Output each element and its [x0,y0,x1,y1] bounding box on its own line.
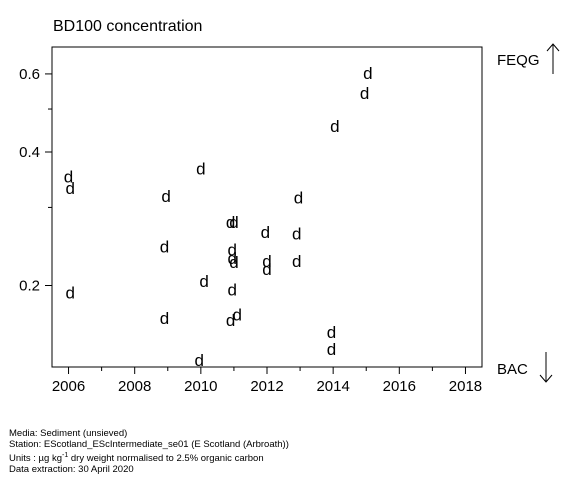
data-point: d [229,213,238,232]
data-point: d [226,311,235,330]
footer-notes: Media: Sediment (unsieved) Station: ESco… [9,428,289,475]
data-point: d [228,280,237,299]
data-point: d [232,306,241,325]
data-point: d [160,309,169,328]
footer-units-prefix: Units : µg kg [9,453,62,465]
data-point: d [363,64,372,83]
data-point: d [228,241,237,260]
x-tick-label: 2010 [184,378,217,395]
data-point: d [330,117,339,136]
data-point: d [65,179,74,198]
x-tick-label: 2012 [250,378,283,395]
footer-units: Units : µg kg-1 dry weight normalised to… [9,450,289,464]
data-point: d [294,188,303,207]
x-tick-label: 2008 [118,378,151,395]
feqg-arrow-icon [546,43,560,74]
footer-station: Station: EScotland_EScIntermediate_se01 … [9,439,289,450]
y-axis: 0.2 0.4 0.6 [19,66,52,295]
bac-arrow-icon [539,352,553,383]
chart-title: BD100 concentration [53,18,203,35]
data-point: d [196,160,205,179]
data-point: d [161,187,170,206]
x-tick-label: 2014 [316,378,349,395]
x-tick-label: 2016 [383,378,416,395]
data-point: d [262,260,271,279]
footer-units-suffix: dry weight normalised to 2.5% organic ca… [68,453,264,465]
data-point: d [228,249,237,268]
data-point: d [360,84,369,103]
data-point: d [199,272,208,291]
data-point: d [292,225,301,244]
data-point: d [226,213,235,232]
y-tick-label: 0.4 [19,144,40,161]
data-point: d [261,223,270,242]
y-tick-label: 0.2 [19,278,40,295]
y-tick-label: 0.6 [19,66,40,83]
bac-label: BAC [497,361,528,378]
x-tick-label: 2006 [52,378,85,395]
footer-media: Media: Sediment (unsieved) [9,428,128,439]
data-point: d [327,323,336,342]
x-tick-label: 2018 [449,378,482,395]
feqg-label: FEQG [497,52,540,69]
data-point: d [229,253,238,272]
data-point: d [262,252,271,271]
data-point: d [292,252,301,271]
footer-units-sup: -1 [62,452,69,459]
footer-extraction: Data extraction: 30 April 2020 [9,464,134,476]
x-axis: 2006 2008 2010 2012 2014 2016 2018 [52,367,482,395]
data-point: d [64,168,73,187]
data-point: d [65,283,74,302]
data-point: d [194,351,203,370]
data-point: d [327,340,336,359]
data-point: d [160,237,169,256]
plot-frame [51,46,483,368]
